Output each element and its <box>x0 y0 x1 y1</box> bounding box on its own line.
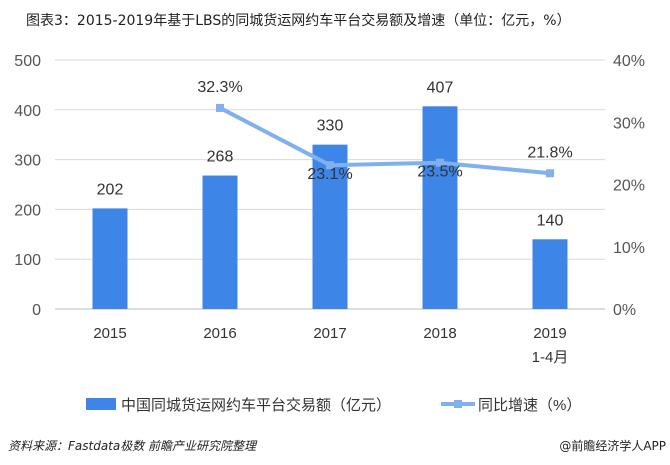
line-data-label: 23.1% <box>307 166 352 183</box>
y-left-tick-label: 0 <box>32 302 41 319</box>
bar-data-label: 407 <box>427 79 454 96</box>
bar <box>92 208 128 309</box>
growth-point <box>546 169 554 178</box>
bar <box>422 106 458 310</box>
y-left-tick-label: 400 <box>14 103 41 120</box>
y-right-tick-label: 30% <box>613 115 645 132</box>
x-tick-label: 2015 <box>93 325 126 342</box>
growth-point <box>216 103 224 112</box>
bar-data-label: 268 <box>207 149 234 166</box>
legend-bar-label: 中国同城货运网约车平台交易额（亿元） <box>121 396 391 414</box>
line-data-label: 32.3% <box>197 79 242 96</box>
line-data-label: 23.5% <box>417 164 462 181</box>
y-left-tick-label: 100 <box>14 252 41 269</box>
bar <box>202 175 238 309</box>
y-right-tick-label: 0% <box>613 302 636 319</box>
x-tick-label: 2018 <box>423 325 456 342</box>
credit-note: @前瞻经济学人APP <box>559 439 666 453</box>
bar <box>312 144 348 309</box>
bar <box>532 239 568 309</box>
legend-bar-swatch <box>86 398 116 410</box>
y-left-tick-label: 300 <box>14 153 41 170</box>
bar-data-label: 330 <box>317 118 344 135</box>
bar-data-label: 140 <box>537 212 564 229</box>
y-right-tick-label: 40% <box>613 53 645 70</box>
y-right-tick-label: 20% <box>613 178 645 195</box>
x-tick-label: 2016 <box>203 325 236 342</box>
x-tick-label: 2017 <box>313 325 346 342</box>
growth-line <box>219 106 551 176</box>
y-left-tick-label: 200 <box>14 202 41 219</box>
source-note: 资料来源：Fastdata极数 前瞻产业研究院整理 <box>8 439 257 453</box>
legend-line-label: 同比增速（%） <box>478 397 581 414</box>
growth-point <box>436 158 444 167</box>
legend-line-marker <box>454 400 462 408</box>
y-left-tick-label: 500 <box>14 53 41 70</box>
line-data-label: 21.8% <box>527 144 572 161</box>
bar-data-label: 202 <box>97 181 124 198</box>
y-right-tick-label: 10% <box>613 240 645 257</box>
x-tick-label: 1-4月 <box>532 349 569 366</box>
x-tick-label: 2019 <box>533 325 566 342</box>
growth-point <box>326 161 334 170</box>
chart-svg: 0 100 200 300 400 500 0% 10% 20% 30% 40% 2015 2016 20… <box>14 53 645 414</box>
chart-title: 图表3：2015-2019年基于LBS的同城货运网约车平台交易额及增速（单位：亿… <box>26 13 571 29</box>
